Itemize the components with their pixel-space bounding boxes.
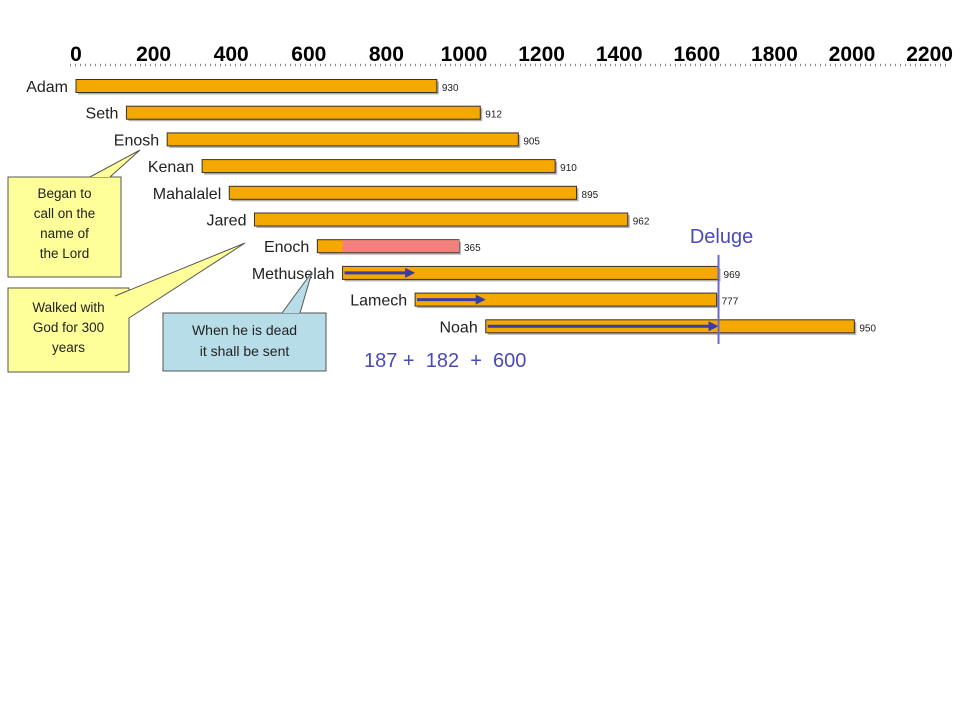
bar-kenan — [201, 159, 556, 174]
callout-text-line: When he is dead — [192, 322, 297, 338]
callout-pointer-outline — [114, 242, 246, 319]
bar-name-label: Kenan — [148, 159, 194, 176]
x-tick-label: 1600 — [673, 43, 720, 66]
x-tick-label: 800 — [369, 43, 404, 66]
bar-name-label: Mahalalel — [153, 186, 221, 203]
bar-value-label: 910 — [560, 163, 577, 174]
bar-row-jared: Jared 962 — [206, 212, 650, 230]
bar-name-label: Enoch — [264, 239, 309, 256]
bar-row-methuselah: Methuselah 969 — [252, 265, 741, 283]
x-tick-label: 1200 — [518, 43, 565, 66]
x-tick-label: 200 — [136, 43, 171, 66]
x-axis: 0 200 400 600 800 1000 1200 1400 1600 1800 2000 220… — [70, 43, 953, 67]
bar-row-mahalalel: Mahalalel 895 — [153, 185, 599, 203]
enoch-walk-segment — [342, 240, 459, 253]
callout-text-line: name of — [40, 226, 89, 241]
callout-methuselah: When he is dead it shall be sent — [162, 271, 327, 372]
bar-value-label: 777 — [722, 297, 739, 308]
bar-seth — [125, 105, 481, 120]
bar-value-label: 365 — [464, 243, 481, 254]
bar-row-enoch: Enoch 365 — [264, 239, 481, 256]
callout-box — [7, 176, 122, 278]
x-tick-label: 2200 — [906, 43, 953, 66]
bar-value-label: 905 — [523, 136, 540, 147]
bar-value-label: 962 — [633, 217, 650, 228]
deluge-label: Deluge — [690, 226, 753, 248]
callout-text-line: call on the — [34, 206, 96, 221]
x-tick-label: 1400 — [596, 43, 643, 66]
annotations: Deluge 187 + 182 + 600 — [364, 226, 753, 372]
bar-name-label: Noah — [439, 319, 477, 336]
sum-text: 187 + 182 + 600 — [364, 350, 526, 372]
bar-row-adam: Adam 930 — [26, 79, 459, 96]
bar-name-label: Adam — [26, 79, 68, 96]
callout-box — [162, 312, 327, 372]
bar-name-label: Lamech — [350, 293, 407, 310]
bar-value-label: 950 — [859, 323, 876, 334]
arrow-head-icon — [405, 267, 416, 278]
x-tick-label: 1800 — [751, 43, 798, 66]
bar-value-label: 895 — [582, 190, 599, 201]
x-tick-label: 0 — [70, 43, 82, 66]
bar-row-noah: Noah 950 — [439, 319, 876, 336]
arrow-head-icon — [708, 321, 719, 332]
bar-value-label: 930 — [442, 83, 459, 94]
bar-row-kenan: Kenan 910 — [148, 159, 577, 176]
bar-value-label: 969 — [724, 270, 741, 281]
bar-name-label: Seth — [86, 106, 119, 123]
callout-enosh: Began to call on the name of the Lord — [7, 149, 141, 278]
bar-name-label: Jared — [206, 213, 246, 230]
callout-enoch: Walked with God for 300 years — [7, 242, 246, 373]
callout-pointer — [115, 243, 245, 318]
callout-text-line: it shall be sent — [200, 343, 290, 359]
callout-text-line: Began to — [37, 186, 91, 201]
callout-text-line: the Lord — [40, 246, 90, 261]
bar-jared — [253, 212, 629, 227]
bar-name-label: Methuselah — [252, 266, 335, 283]
callout-pointer-outline — [281, 271, 313, 314]
callout-text-line: years — [52, 340, 85, 355]
x-tick-label: 400 — [214, 43, 249, 66]
bar-row-lamech: Lamech 777 — [350, 292, 739, 310]
lifespan-bars: Adam 930 Seth 912 Enosh 905 Kenan 910 Mahalalel 8… — [26, 79, 876, 336]
bar-adam — [75, 79, 438, 93]
bar-value-label: 912 — [485, 110, 502, 121]
x-tick-label: 600 — [291, 43, 326, 66]
bar-row-enosh: Enosh 905 — [114, 132, 540, 149]
arrow-head-icon — [475, 294, 486, 305]
bar-lamech — [414, 292, 718, 307]
callout-text-line: God for 300 — [33, 320, 104, 335]
callout-text-line: Walked with — [32, 300, 104, 315]
bar-name-label: Enosh — [114, 132, 159, 149]
bar-mahalalel — [228, 185, 578, 200]
bar-row-seth: Seth 912 — [86, 105, 502, 123]
x-tick-label: 2000 — [829, 43, 876, 66]
callout-pointer-outline — [89, 149, 141, 178]
callout-box — [7, 287, 130, 373]
x-tick-label: 1000 — [441, 43, 488, 66]
bar-enosh — [166, 132, 519, 147]
